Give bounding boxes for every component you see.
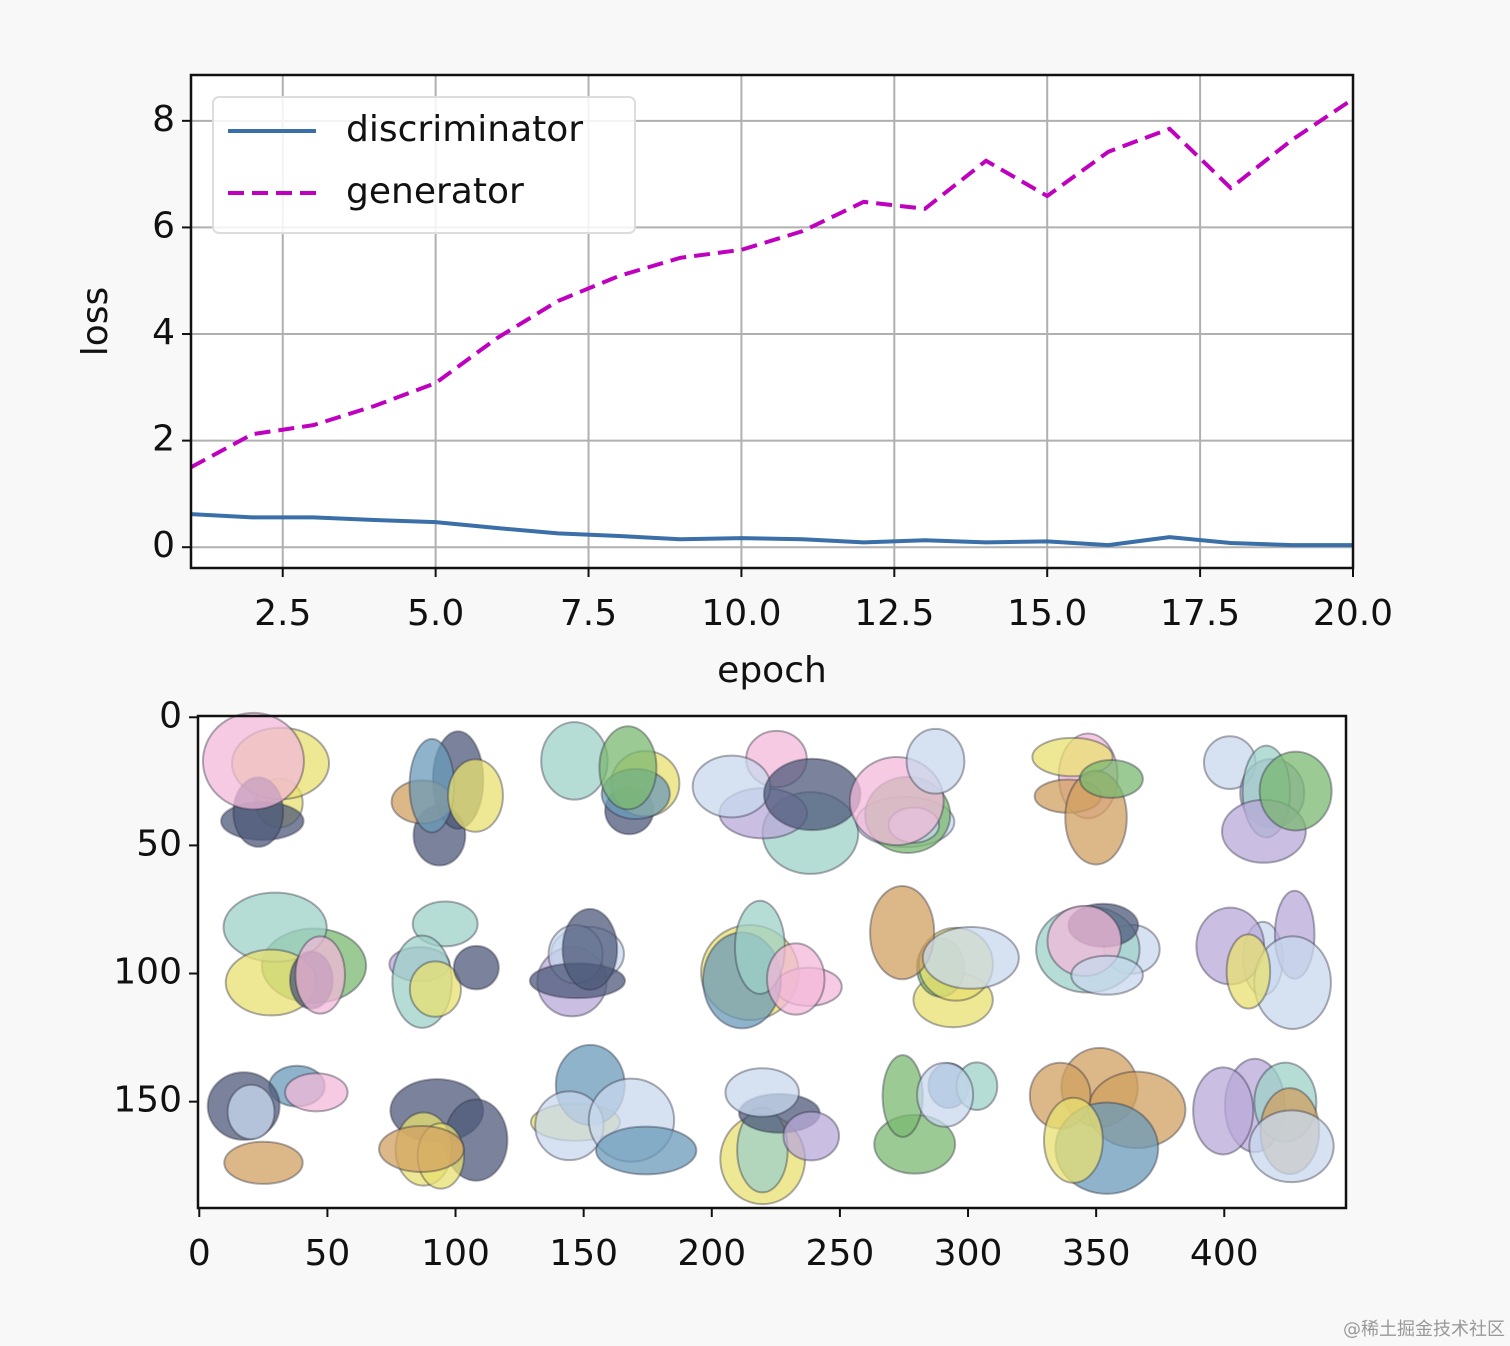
legend-label: discriminator bbox=[346, 109, 583, 150]
image-blob bbox=[762, 757, 862, 832]
x-axis-label: epoch bbox=[717, 650, 827, 691]
image-blob bbox=[595, 1125, 698, 1176]
y-tick-label: 150 bbox=[113, 1080, 182, 1121]
x-tick-label: 100 bbox=[421, 1233, 490, 1274]
x-tick-label: 150 bbox=[549, 1233, 618, 1274]
x-tick-label: 400 bbox=[1190, 1233, 1259, 1274]
image-blob bbox=[766, 942, 826, 1016]
image-blob bbox=[905, 727, 966, 795]
y-tick-label: 6 bbox=[152, 205, 175, 246]
y-tick-label: 8 bbox=[152, 99, 175, 140]
x-tick-label: 2.5 bbox=[254, 593, 311, 634]
image-blob bbox=[1248, 1109, 1335, 1184]
x-tick-label: 50 bbox=[305, 1233, 351, 1274]
series-line bbox=[191, 512, 1353, 548]
y-tick-label: 50 bbox=[136, 823, 182, 864]
y-tick-label: 100 bbox=[113, 952, 182, 993]
image-blob bbox=[201, 711, 305, 811]
image-blob bbox=[378, 1124, 465, 1173]
legend-box bbox=[212, 96, 636, 234]
x-tick-label: 0 bbox=[188, 1233, 211, 1274]
x-tick-label: 7.5 bbox=[560, 593, 617, 634]
image-blob bbox=[921, 926, 1020, 990]
x-tick-label: 10.0 bbox=[701, 593, 781, 634]
x-tick-label: 350 bbox=[1062, 1233, 1131, 1274]
x-tick-label: 15.0 bbox=[1007, 593, 1087, 634]
image-blob bbox=[1070, 954, 1144, 996]
x-tick-label: 300 bbox=[934, 1233, 1003, 1274]
image-blob bbox=[226, 1083, 276, 1141]
image-blob bbox=[1043, 1096, 1104, 1184]
image-blob bbox=[294, 935, 346, 1015]
x-tick-label: 250 bbox=[806, 1233, 875, 1274]
image-blob bbox=[452, 944, 500, 991]
image-blob bbox=[447, 758, 504, 833]
image-frame bbox=[196, 714, 1348, 1210]
image-blob bbox=[1192, 1066, 1255, 1156]
legend-label: generator bbox=[346, 171, 524, 212]
x-tick-label: 17.5 bbox=[1160, 593, 1240, 634]
image-blob bbox=[598, 725, 658, 811]
x-tick-label: 200 bbox=[677, 1233, 746, 1274]
image-blob bbox=[1225, 933, 1272, 1010]
y-tick-label: 4 bbox=[152, 312, 175, 353]
image-blob bbox=[561, 907, 619, 991]
image-blob bbox=[223, 1140, 304, 1185]
x-tick-label: 12.5 bbox=[854, 593, 934, 634]
image-blob bbox=[724, 1067, 800, 1118]
image-blob bbox=[916, 1061, 975, 1128]
image-blob bbox=[1258, 750, 1333, 832]
y-tick-label: 2 bbox=[152, 419, 175, 460]
y-axis-label: loss bbox=[75, 287, 116, 357]
image-blob bbox=[782, 1110, 841, 1162]
image-blob bbox=[408, 737, 456, 834]
x-tick-label: 5.0 bbox=[407, 593, 464, 634]
image-blob bbox=[691, 754, 772, 819]
image-blob bbox=[540, 721, 609, 801]
image-blob bbox=[869, 884, 936, 981]
series-line bbox=[191, 97, 1353, 470]
image-blob bbox=[411, 900, 479, 948]
image-blob bbox=[284, 1072, 349, 1113]
image-blob bbox=[408, 960, 462, 1018]
x-tick-label: 20.0 bbox=[1313, 593, 1393, 634]
plot-frame bbox=[189, 73, 1355, 570]
y-tick-label: 0 bbox=[152, 525, 175, 566]
y-tick-label: 0 bbox=[159, 695, 182, 736]
image-blob bbox=[1078, 759, 1144, 799]
image-tiles bbox=[201, 711, 1335, 1206]
watermark: @稀土掘金技术社区 bbox=[1343, 1319, 1505, 1340]
